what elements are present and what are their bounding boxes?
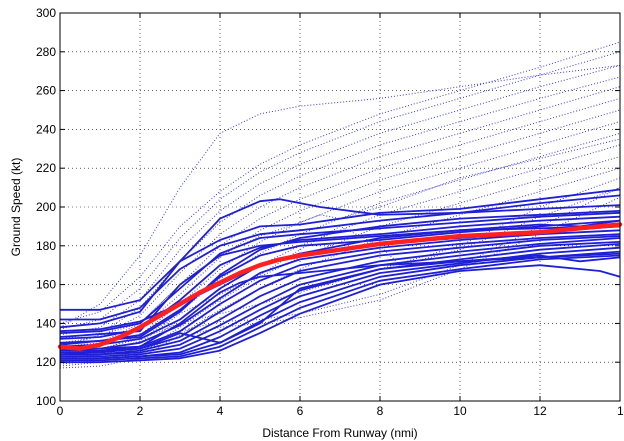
x-tick-label-2: 4 [217, 404, 224, 418]
dotted-track-2 [59, 64, 621, 336]
dotted-track-9 [59, 144, 621, 363]
solid-track-12 [60, 243, 621, 358]
solid-track-19 [59, 210, 621, 346]
x-tick-label-4: 8 [377, 404, 384, 418]
y-tick-label-4: 180 [36, 239, 56, 253]
y-tick-label-1: 120 [36, 355, 56, 369]
y-tick-label-8: 260 [36, 84, 56, 98]
x-tick-label-1: 2 [137, 404, 144, 418]
y-axis-label: Ground Speed (kt) [9, 158, 23, 257]
solid-track-11 [60, 241, 621, 356]
solid-track-10 [60, 237, 621, 356]
x-tick-label-6: 12 [533, 404, 547, 418]
x-tick-label-5: 10 [453, 404, 467, 418]
x-tick-label-0: 0 [57, 404, 64, 418]
dotted-track-4 [59, 86, 621, 344]
y-tick-label-10: 300 [36, 6, 56, 20]
y-tick-label-3: 160 [36, 278, 56, 292]
dotted-track-5 [59, 97, 621, 348]
x-axis-label: Distance From Runway (nmi) [262, 426, 417, 440]
y-tick-label-9: 280 [36, 45, 56, 59]
solid-track-2 [59, 198, 621, 329]
mean-curve [57, 222, 623, 351]
tick-marks [59, 12, 621, 402]
solid-track-15 [60, 254, 621, 362]
x-tick-label-7: 14 [617, 404, 624, 418]
solid-track-16 [60, 264, 621, 364]
y-tick-label-6: 220 [36, 161, 56, 175]
solid-track-14 [60, 250, 621, 360]
dotted-track-8 [59, 132, 621, 359]
x-tick-label-3: 6 [297, 404, 304, 418]
y-tick-label-2: 140 [36, 316, 56, 330]
dotted-track-1 [59, 51, 621, 330]
y-tick-label-5: 200 [36, 200, 56, 214]
dotted-track-12 [59, 64, 621, 328]
solid-track-7 [60, 229, 621, 350]
x-tick-labels: 0 2 4 6 8 10 12 14 [57, 404, 624, 418]
solid-track-3 [59, 211, 621, 334]
mean-curve-group [57, 222, 623, 351]
solid-track-0 [60, 188, 621, 311]
y-tick-labels: 100 120 140 160 180 200 220 240 260 280 300 [36, 6, 56, 408]
solid-track-21 [59, 254, 621, 356]
y-tick-label-0: 100 [36, 394, 56, 408]
y-tick-label-7: 240 [36, 122, 56, 136]
solid-track-1 [60, 194, 621, 321]
